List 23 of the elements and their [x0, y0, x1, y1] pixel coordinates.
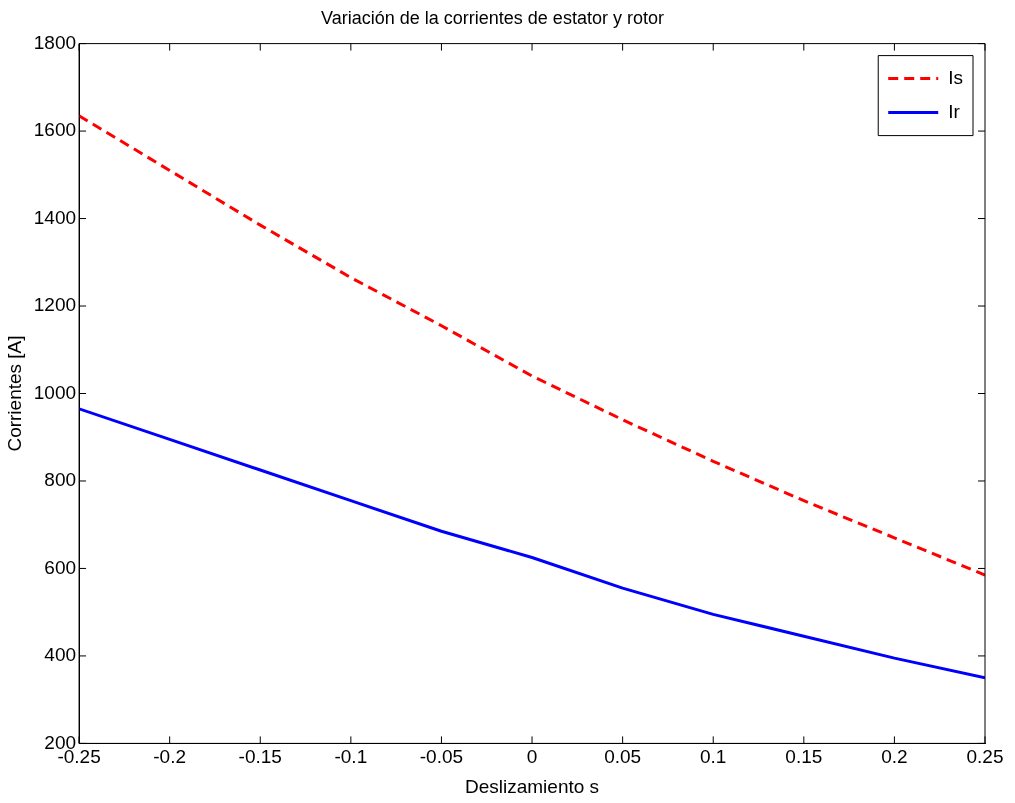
- x-tick-label: 0.2: [881, 746, 908, 768]
- y-tick-label: 800: [44, 469, 77, 491]
- x-axis-title: Deslizamiento s: [464, 775, 600, 797]
- x-tick-label: 0.05: [604, 746, 642, 768]
- x-tick-label: -0.05: [419, 746, 464, 768]
- y-tick-label: 1800: [33, 31, 77, 53]
- x-tick-label: 0.15: [785, 746, 823, 768]
- y-tick-label: 1400: [33, 206, 77, 228]
- x-tick-label: 0.1: [700, 746, 727, 768]
- y-tick-label: 1000: [33, 381, 77, 403]
- y-tick-label: 1600: [33, 119, 77, 141]
- y-tick-label: 400: [44, 644, 77, 666]
- x-tick-label: 0: [526, 746, 538, 768]
- x-tick-label: -0.2: [153, 746, 187, 768]
- y-tick-label: 1200: [33, 294, 77, 316]
- chart-title: Variación de la corrientes de estator y rotor: [321, 7, 664, 28]
- legend-label: Ir: [948, 100, 961, 122]
- x-tick-label: -0.15: [238, 746, 282, 768]
- x-tick-label: 0.25: [966, 746, 1004, 768]
- y-axis-title: Corrientes [A]: [3, 335, 25, 452]
- legend-label: Is: [948, 66, 963, 88]
- x-tick-label: -0.1: [334, 746, 368, 768]
- y-tick-label: 600: [44, 556, 77, 578]
